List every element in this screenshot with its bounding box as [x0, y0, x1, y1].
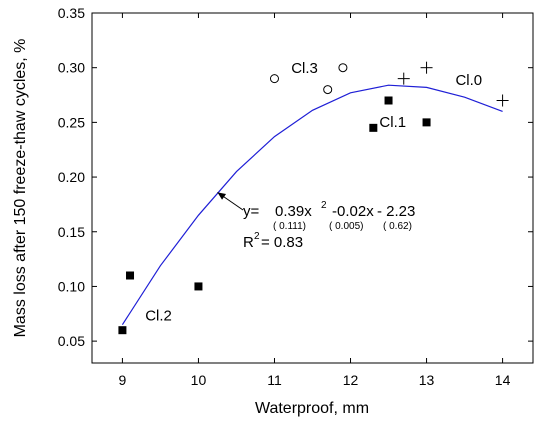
equation-stderr-2: ( 0.005) — [329, 221, 363, 232]
group-label: Cl.0 — [455, 72, 482, 89]
equation: y= 0.39x 2 -0.02x - 2.23 ( 0.111) ( 0.00… — [243, 200, 415, 251]
x-tick-label: 12 — [343, 372, 359, 388]
x-tick-label: 14 — [495, 372, 511, 388]
equation-exponent: 2 — [321, 200, 327, 211]
r-squared-r: R — [243, 234, 254, 251]
x-tick-label: 11 — [267, 372, 282, 388]
x-tick-label: 10 — [191, 372, 207, 388]
data-point-plus — [496, 94, 509, 107]
group-label: Cl.2 — [145, 307, 172, 324]
data-point-square — [194, 282, 203, 291]
y-tick-label: 0.10 — [58, 278, 85, 294]
equation-arrowhead — [217, 192, 227, 200]
data-point-square — [422, 118, 431, 127]
equation-stderr-3: ( 0.62) — [383, 221, 412, 232]
fit-curve — [121, 84, 503, 326]
tick-labels: 9 10 11 12 13 14 0.05 0.10 0.15 0.20 0.25 0.30 0.35 — [58, 5, 511, 388]
data-point-square — [118, 326, 127, 335]
y-axis-label: Mass loss after 150 freeze-thaw cycles, … — [12, 39, 29, 338]
data-markers — [118, 61, 509, 335]
data-point-plus — [420, 61, 433, 74]
y-tick-label: 0.05 — [58, 333, 85, 349]
x-axis-label: Waterproof, mm — [255, 400, 369, 417]
y-tick-label: 0.20 — [58, 169, 85, 185]
y-tick-label: 0.35 — [58, 5, 85, 21]
equation-term-x2: 0.39x — [275, 203, 312, 220]
data-point-square — [384, 96, 393, 105]
r-squared-value: = 0.83 — [261, 234, 303, 251]
data-point-circle — [269, 74, 279, 84]
y-tick-label: 0.25 — [58, 114, 85, 130]
y-tick-label: 0.15 — [58, 224, 85, 240]
group-labels: Cl.3 Cl.1 Cl.0 Cl.2 — [145, 60, 482, 324]
axis-ticks — [92, 12, 533, 363]
x-tick-label: 13 — [419, 372, 435, 388]
x-tick-label: 9 — [119, 372, 127, 388]
equation-term-x: -0.02x — [332, 203, 374, 220]
y-tick-label: 0.30 — [58, 60, 85, 76]
equation-constant: - 2.23 — [377, 203, 415, 220]
group-label: Cl.3 — [291, 60, 318, 77]
data-point-circle — [338, 63, 348, 73]
data-point-square — [126, 271, 135, 280]
plot-frame — [91, 12, 534, 364]
group-label: Cl.1 — [379, 114, 406, 131]
equation-y: y= — [243, 203, 260, 220]
data-point-square — [369, 123, 378, 132]
data-point-circle — [323, 85, 333, 95]
data-point-plus — [397, 72, 410, 85]
equation-stderr-1: ( 0.111) — [273, 221, 306, 232]
r-squared-exponent: 2 — [254, 231, 260, 242]
